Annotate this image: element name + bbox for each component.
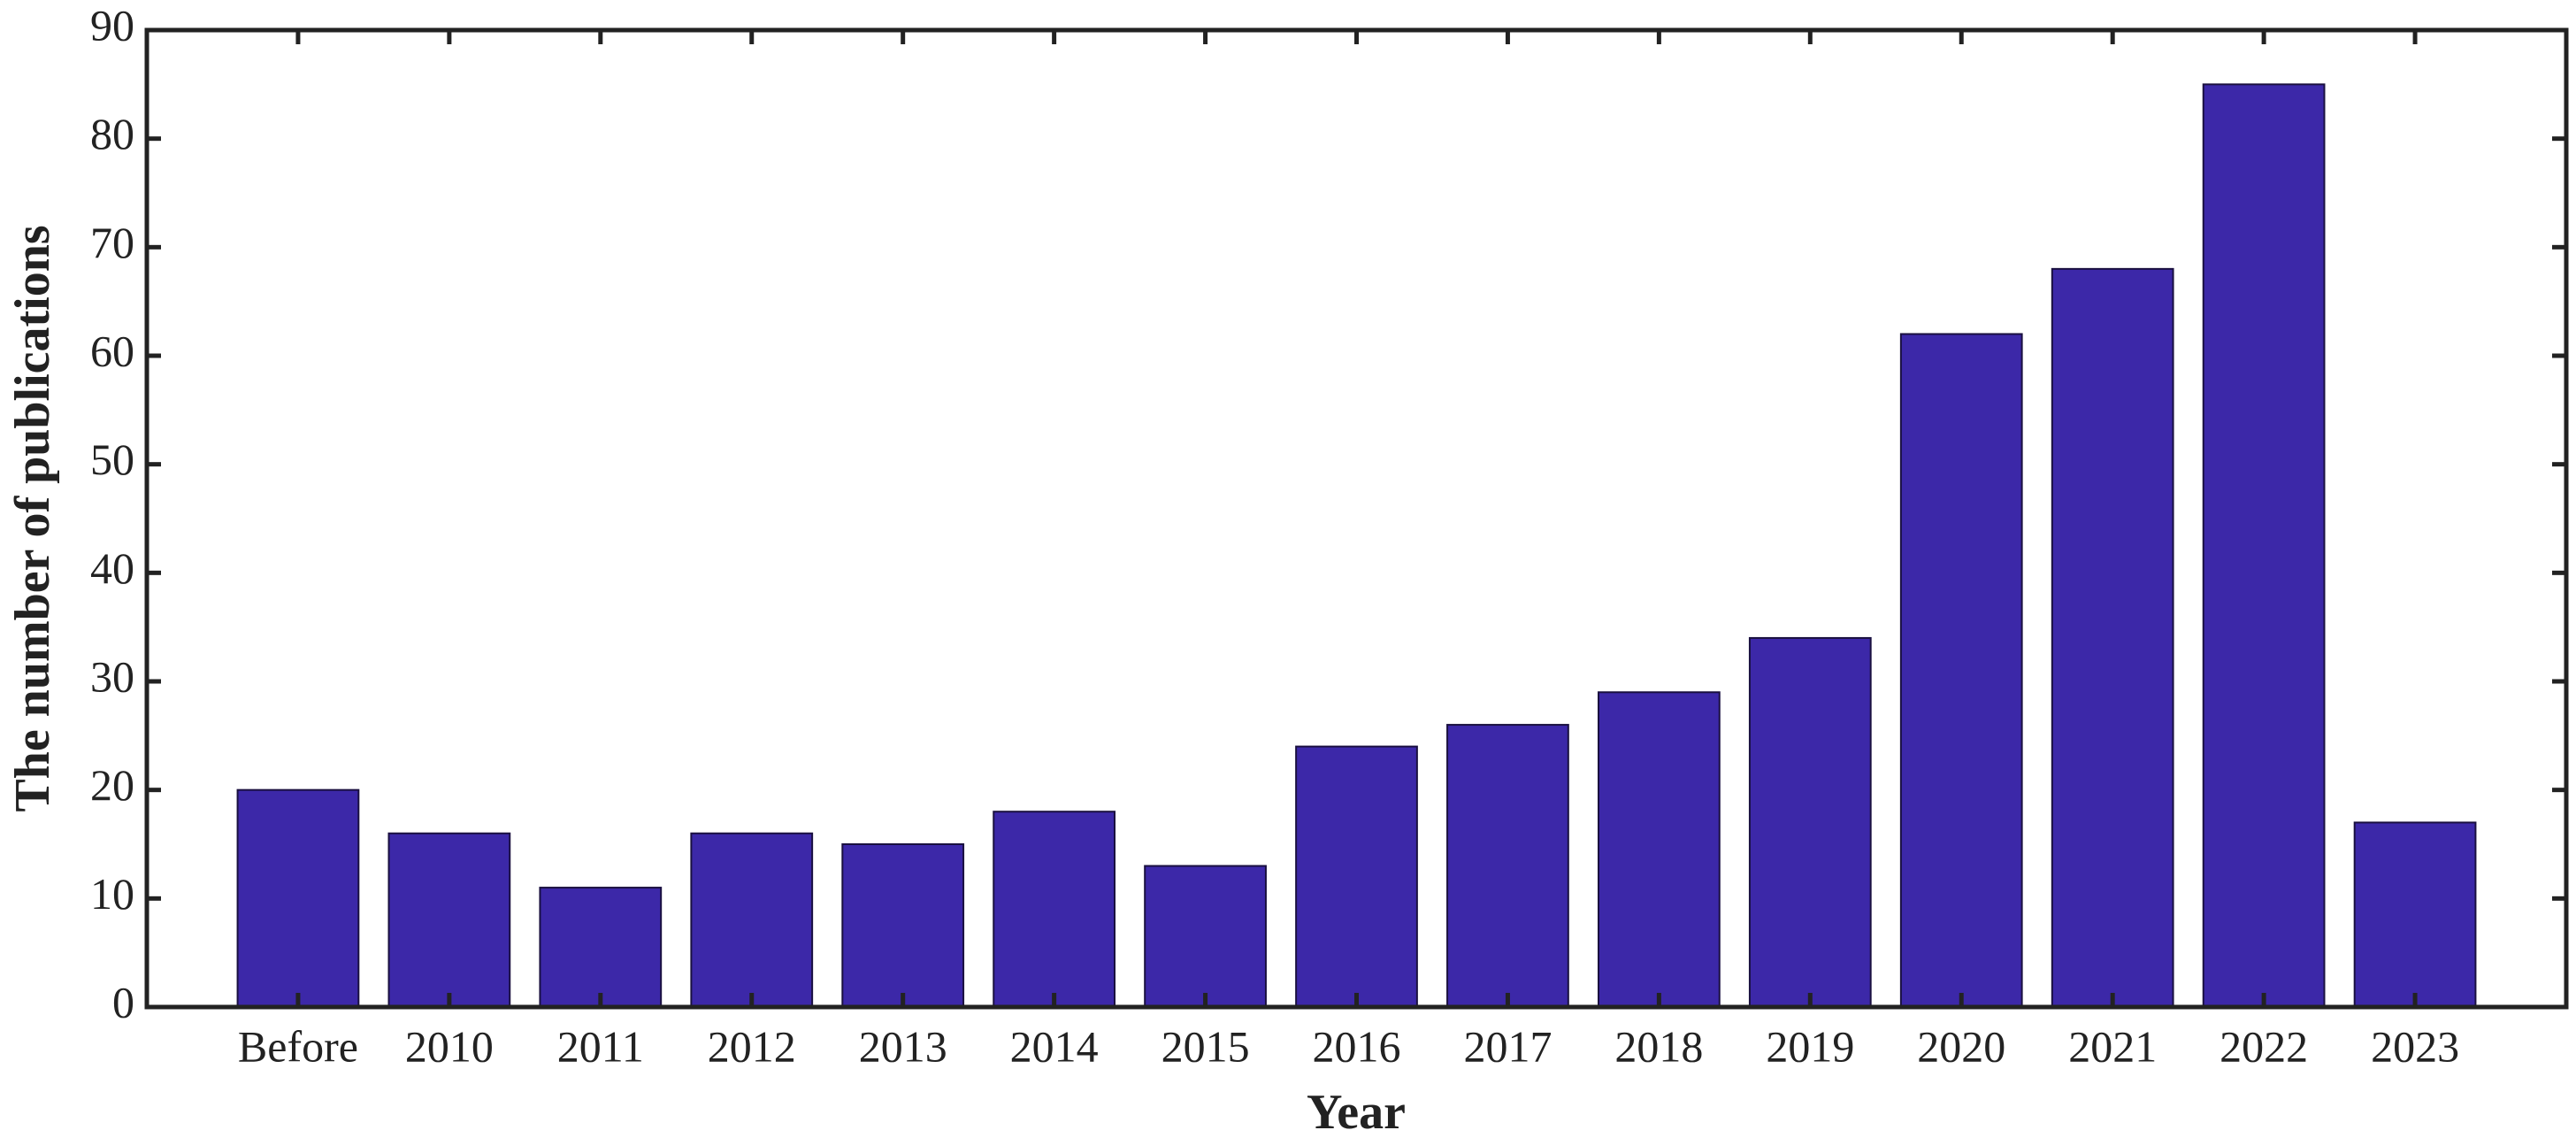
bar	[1899, 333, 2023, 1008]
bar	[2202, 83, 2326, 1008]
bar	[387, 832, 511, 1008]
bar	[1295, 745, 1418, 1008]
y-tick-label: 10	[90, 869, 134, 919]
x-tick-label: 2022	[2220, 1021, 2308, 1071]
x-tick-label: 2017	[1463, 1021, 1552, 1071]
y-tick-label: 0	[112, 977, 134, 1027]
bar	[236, 788, 360, 1009]
plot-frame	[144, 27, 2569, 1010]
y-tick-label: 30	[90, 651, 134, 701]
y-tick-label: 90	[90, 0, 134, 50]
x-tick-label: 2021	[2068, 1021, 2157, 1071]
bar	[1446, 724, 1569, 1008]
x-tick-label: 2010	[405, 1021, 494, 1071]
x-tick-label: 2013	[859, 1021, 947, 1071]
x-tick-label: 2016	[1313, 1021, 1401, 1071]
bar	[2051, 267, 2174, 1009]
y-tick-label: 50	[90, 434, 134, 484]
bar	[539, 887, 663, 1008]
bar	[841, 843, 965, 1008]
x-tick-label: 2023	[2371, 1021, 2459, 1071]
bar	[690, 832, 814, 1008]
x-tick-label: 2019	[1766, 1021, 1854, 1071]
x-tick-label: 2020	[1917, 1021, 2005, 1071]
y-axis-title: The number of publications	[5, 225, 60, 811]
bar	[993, 811, 1116, 1009]
x-axis-title: Year	[1307, 1085, 1406, 1138]
bar	[1144, 865, 1267, 1008]
y-tick-label: 70	[90, 218, 134, 267]
x-tick-label: 2012	[708, 1021, 796, 1071]
y-tick-label: 60	[90, 326, 134, 375]
y-tick-label: 40	[90, 543, 134, 593]
y-tick-label: 80	[90, 109, 134, 158]
x-tick-label: 2014	[1010, 1021, 1099, 1071]
x-tick-label: 2018	[1614, 1021, 1703, 1071]
bar	[1748, 636, 1872, 1009]
x-tick-label: Before	[238, 1021, 358, 1071]
x-tick-label: 2011	[557, 1021, 644, 1071]
y-tick-label: 20	[90, 760, 134, 810]
x-tick-label: 2015	[1162, 1021, 1250, 1071]
bar	[2353, 821, 2477, 1009]
bar	[1598, 691, 1721, 1008]
